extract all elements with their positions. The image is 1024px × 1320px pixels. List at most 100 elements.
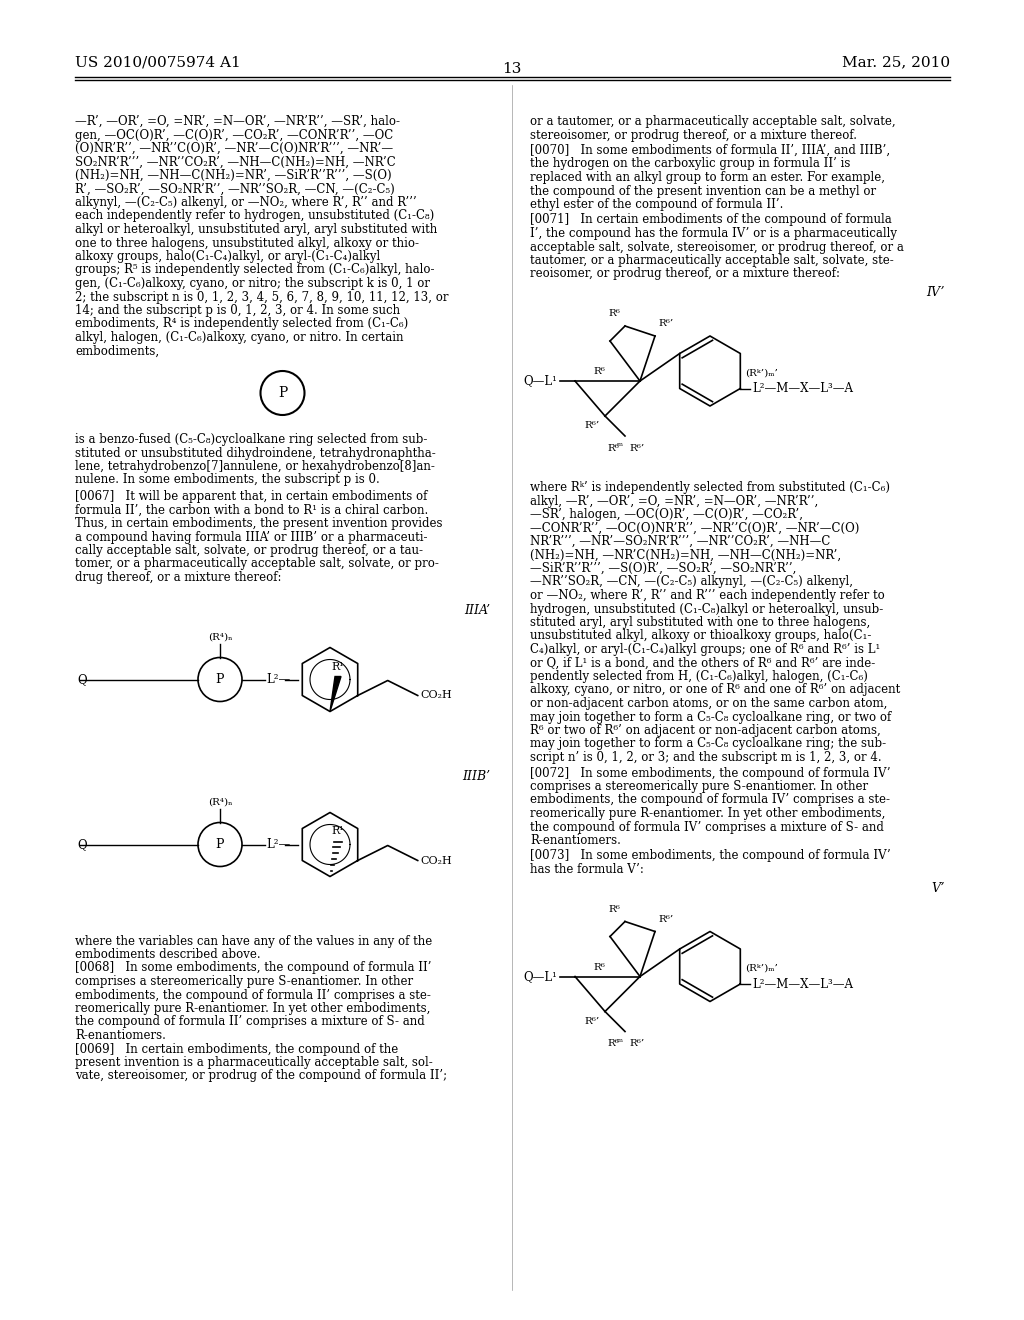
Text: Thus, in certain embodiments, the present invention provides: Thus, in certain embodiments, the presen… xyxy=(75,517,442,531)
Text: L²—M—X—L³—A: L²—M—X—L³—A xyxy=(753,381,853,395)
Text: replaced with an alkyl group to form an ester. For example,: replaced with an alkyl group to form an … xyxy=(530,172,885,183)
Text: US 2010/0075974 A1: US 2010/0075974 A1 xyxy=(75,55,241,69)
Text: each independently refer to hydrogen, unsubstituted (C₁-C₈): each independently refer to hydrogen, un… xyxy=(75,210,434,223)
Text: 14; and the subscript p is 0, 1, 2, 3, or 4. In some such: 14; and the subscript p is 0, 1, 2, 3, o… xyxy=(75,304,400,317)
Polygon shape xyxy=(330,676,341,711)
Text: alkoxy, cyano, or nitro, or one of R⁶ and one of R⁶’ on adjacent: alkoxy, cyano, or nitro, or one of R⁶ an… xyxy=(530,684,900,697)
Text: R⁶ or two of R⁶’ on adjacent or non-adjacent carbon atoms,: R⁶ or two of R⁶’ on adjacent or non-adja… xyxy=(530,723,881,737)
Text: —SiR’R’’R’’’, —S(O)R’, —SO₂R’, —SO₂NR’R’’,: —SiR’R’’R’’’, —S(O)R’, —SO₂R’, —SO₂NR’R’… xyxy=(530,562,797,576)
Text: —NR’’SO₂R, —CN, —(C₂-C₅) alkynyl, —(C₂-C₅) alkenyl,: —NR’’SO₂R, —CN, —(C₂-C₅) alkynyl, —(C₂-C… xyxy=(530,576,853,589)
Text: hydrogen, unsubstituted (C₁-C₈)alkyl or heteroalkyl, unsub-: hydrogen, unsubstituted (C₁-C₈)alkyl or … xyxy=(530,602,884,615)
Text: R⁶’: R⁶’ xyxy=(658,915,673,924)
Text: may join together to form a C₅-C₈ cycloalkane ring; the sub-: may join together to form a C₅-C₈ cycloa… xyxy=(530,738,886,751)
Text: the hydrogen on the carboxylic group in formula II’ is: the hydrogen on the carboxylic group in … xyxy=(530,157,850,170)
Text: embodiments described above.: embodiments described above. xyxy=(75,948,261,961)
Text: Q—L¹: Q—L¹ xyxy=(523,375,557,388)
Text: R⁶’: R⁶’ xyxy=(585,421,600,430)
Text: tautomer, or a pharmaceutically acceptable salt, solvate, ste-: tautomer, or a pharmaceutically acceptab… xyxy=(530,253,894,267)
Text: Q—: Q— xyxy=(77,838,98,851)
Text: the compound of formula IV’ comprises a mixture of S- and: the compound of formula IV’ comprises a … xyxy=(530,821,884,833)
Text: IV’: IV’ xyxy=(927,286,945,300)
Text: NR’R’’’, —NR’—SO₂NR’R’’’, —NR’’CO₂R’, —NH—C: NR’R’’’, —NR’—SO₂NR’R’’’, —NR’’CO₂R’, —N… xyxy=(530,535,830,548)
Text: R⁶’: R⁶’ xyxy=(630,1040,645,1048)
Text: [0070]   In some embodiments of formula II’, IIIA’, and IIIB’,: [0070] In some embodiments of formula II… xyxy=(530,144,890,157)
Text: P: P xyxy=(216,673,224,686)
Text: script n’ is 0, 1, 2, or 3; and the subscript m is 1, 2, 3, or 4.: script n’ is 0, 1, 2, or 3; and the subs… xyxy=(530,751,882,764)
Text: [0072]   In some embodiments, the compound of formula IV’: [0072] In some embodiments, the compound… xyxy=(530,767,891,780)
Text: alkyl, halogen, (C₁-C₆)alkoxy, cyano, or nitro. In certain: alkyl, halogen, (C₁-C₆)alkoxy, cyano, or… xyxy=(75,331,403,345)
Text: (O)NR’R’’, —NR’’C(O)R’, —NR’—C(O)NR’R’’’, —NR’—: (O)NR’R’’, —NR’’C(O)R’, —NR’—C(O)NR’R’’’… xyxy=(75,143,393,154)
Text: where the variables can have any of the values in any of the: where the variables can have any of the … xyxy=(75,935,432,948)
Text: (R⁴)ₙ: (R⁴)ₙ xyxy=(208,797,232,807)
Text: or Q, if L¹ is a bond, and the others of R⁶ and R⁶’ are inde-: or Q, if L¹ is a bond, and the others of… xyxy=(530,656,876,669)
Text: R⁶’: R⁶’ xyxy=(585,1016,600,1026)
Text: CO₂H: CO₂H xyxy=(421,855,453,866)
Text: [0068]   In some embodiments, the compound of formula II’: [0068] In some embodiments, the compound… xyxy=(75,961,431,974)
Text: stituted aryl, aryl substituted with one to three halogens,: stituted aryl, aryl substituted with one… xyxy=(530,616,870,630)
Text: or —NO₂, where R’, R’’ and R’’’ each independently refer to: or —NO₂, where R’, R’’ and R’’’ each ind… xyxy=(530,589,885,602)
Text: ethyl ester of the compound of formula II’.: ethyl ester of the compound of formula I… xyxy=(530,198,783,211)
Text: unsubstituted alkyl, alkoxy or thioalkoxy groups, halo(C₁-: unsubstituted alkyl, alkoxy or thioalkox… xyxy=(530,630,871,643)
Text: alkyl or heteroalkyl, unsubstituted aryl, aryl substituted with: alkyl or heteroalkyl, unsubstituted aryl… xyxy=(75,223,437,236)
Text: 13: 13 xyxy=(503,62,521,77)
Text: R⁶: R⁶ xyxy=(608,904,620,913)
Text: R-enantiomers.: R-enantiomers. xyxy=(75,1030,166,1041)
Text: embodiments, the compound of formula II’ comprises a ste-: embodiments, the compound of formula II’… xyxy=(75,989,431,1002)
Text: R⁶: R⁶ xyxy=(607,444,618,453)
Text: alkyl, —R’, —OR’, =O, =NR’, =N—OR’, —NR’R’’,: alkyl, —R’, —OR’, =O, =NR’, =N—OR’, —NR’… xyxy=(530,495,818,507)
Text: CO₂H: CO₂H xyxy=(421,690,453,701)
Text: the compound of the present invention can be a methyl or: the compound of the present invention ca… xyxy=(530,185,877,198)
Text: present invention is a pharmaceutically acceptable salt, sol-: present invention is a pharmaceutically … xyxy=(75,1056,433,1069)
Text: P: P xyxy=(216,838,224,851)
Text: [0067]   It will be apparent that, in certain embodiments of: [0067] It will be apparent that, in cert… xyxy=(75,490,427,503)
Text: stituted or unsubstituted dihydroindene, tetrahydronaphtha-: stituted or unsubstituted dihydroindene,… xyxy=(75,446,436,459)
Text: C₄)alkyl, or aryl-(C₁-C₄)alkyl groups; one of R⁶ and R⁶’ is L¹: C₄)alkyl, or aryl-(C₁-C₄)alkyl groups; o… xyxy=(530,643,881,656)
Text: R⁶’: R⁶’ xyxy=(630,444,645,453)
Text: groups; R⁵ is independently selected from (C₁-C₆)alkyl, halo-: groups; R⁵ is independently selected fro… xyxy=(75,264,434,276)
Text: or non-adjacent carbon atoms, or on the same carbon atom,: or non-adjacent carbon atoms, or on the … xyxy=(530,697,888,710)
Text: pendently selected from H, (C₁-C₆)alkyl, halogen, (C₁-C₆): pendently selected from H, (C₁-C₆)alkyl,… xyxy=(530,671,868,682)
Text: embodiments, the compound of formula IV’ comprises a ste-: embodiments, the compound of formula IV’… xyxy=(530,793,890,807)
Text: —R’, —OR’, =O, =NR’, =N—OR’, —NR’R’’, —SR’, halo-: —R’, —OR’, =O, =NR’, =N—OR’, —NR’R’’, —S… xyxy=(75,115,400,128)
Text: gen, —OC(O)R’, —C(O)R’, —CO₂R’, —CONR’R’’, —OC: gen, —OC(O)R’, —C(O)R’, —CO₂R’, —CONR’R’… xyxy=(75,128,393,141)
Text: acceptable salt, solvate, stereoisomer, or prodrug thereof, or a: acceptable salt, solvate, stereoisomer, … xyxy=(530,240,904,253)
Text: reomerically pure R-enantiomer. In yet other embodiments,: reomerically pure R-enantiomer. In yet o… xyxy=(75,1002,430,1015)
Text: V’: V’ xyxy=(932,882,945,895)
Text: P: P xyxy=(278,385,287,400)
Text: (NH₂)=NH, —NR’C(NH₂)=NH, —NH—C(NH₂)=NR’,: (NH₂)=NH, —NR’C(NH₂)=NH, —NH—C(NH₂)=NR’, xyxy=(530,549,841,561)
Text: I’, the compound has the formula IV’ or is a pharmaceutically: I’, the compound has the formula IV’ or … xyxy=(530,227,897,240)
Text: gen, (C₁-C₆)alkoxy, cyano, or nitro; the subscript k is 0, 1 or: gen, (C₁-C₆)alkoxy, cyano, or nitro; the… xyxy=(75,277,430,290)
Text: —SR’, halogen, —OC(O)R’, —C(O)R’, —CO₂R’,: —SR’, halogen, —OC(O)R’, —C(O)R’, —CO₂R’… xyxy=(530,508,803,521)
Text: Mar. 25, 2010: Mar. 25, 2010 xyxy=(842,55,950,69)
Text: the compound of formula II’ comprises a mixture of S- and: the compound of formula II’ comprises a … xyxy=(75,1015,425,1028)
Text: tomer, or a pharmaceutically acceptable salt, solvate, or pro-: tomer, or a pharmaceutically acceptable … xyxy=(75,557,439,570)
Text: reomerically pure R-enantiomer. In yet other embodiments,: reomerically pure R-enantiomer. In yet o… xyxy=(530,807,886,820)
Text: where Rᵏ’ is independently selected from substituted (C₁-C₆): where Rᵏ’ is independently selected from… xyxy=(530,480,890,494)
Text: (NH₂)=NH, —NH—C(NH₂)=NR’, —SiR’R’’R’’’, —S(O): (NH₂)=NH, —NH—C(NH₂)=NR’, —SiR’R’’R’’’, … xyxy=(75,169,391,182)
Text: lene, tetrahydrobenzo[7]annulene, or hexahydrobenzo[8]an-: lene, tetrahydrobenzo[7]annulene, or hex… xyxy=(75,459,435,473)
Text: [0071]   In certain embodiments of the compound of formula: [0071] In certain embodiments of the com… xyxy=(530,214,892,227)
Text: nulene. In some embodiments, the subscript p is 0.: nulene. In some embodiments, the subscri… xyxy=(75,474,380,487)
Text: is a benzo-fused (C₅-C₈)cycloalkane ring selected from sub-: is a benzo-fused (C₅-C₈)cycloalkane ring… xyxy=(75,433,427,446)
Text: has the formula V’:: has the formula V’: xyxy=(530,863,644,876)
Text: comprises a stereomerically pure S-enantiomer. In other: comprises a stereomerically pure S-enant… xyxy=(75,975,413,987)
Text: —CONR’R’’, —OC(O)NR’R’’, —NR’’C(O)R’, —NR’—C(O): —CONR’R’’, —OC(O)NR’R’’, —NR’’C(O)R’, —N… xyxy=(530,521,859,535)
Text: may join together to form a C₅-C₈ cycloalkane ring, or two of: may join together to form a C₅-C₈ cycloa… xyxy=(530,710,891,723)
Text: SO₂NR’R’’’, —NR’’CO₂R’, —NH—C(NH₂)=NH, —NR’C: SO₂NR’R’’’, —NR’’CO₂R’, —NH—C(NH₂)=NH, —… xyxy=(75,156,395,169)
Text: R¹: R¹ xyxy=(332,661,344,672)
Text: formula II’, the carbon with a bond to R¹ is a chiral carbon.: formula II’, the carbon with a bond to R… xyxy=(75,503,428,516)
Text: R⁶’: R⁶’ xyxy=(658,319,673,327)
Text: R¹: R¹ xyxy=(332,826,344,837)
Text: (R⁴)ₙ: (R⁴)ₙ xyxy=(208,632,232,642)
Text: (Rᵏ’)ₘ’: (Rᵏ’)ₘ’ xyxy=(745,964,778,973)
Text: R⁶: R⁶ xyxy=(607,1040,618,1048)
Text: embodiments,: embodiments, xyxy=(75,345,159,358)
Text: L²—M—X—L³—A: L²—M—X—L³—A xyxy=(753,978,853,990)
Text: a compound having formula IIIA’ or IIIB’ or a pharmaceuti-: a compound having formula IIIA’ or IIIB’… xyxy=(75,531,427,544)
Text: vate, stereoisomer, or prodrug of the compound of formula II’;: vate, stereoisomer, or prodrug of the co… xyxy=(75,1069,447,1082)
Text: [0073]   In some embodiments, the compound of formula IV’: [0073] In some embodiments, the compound… xyxy=(530,850,891,862)
Text: R⁶: R⁶ xyxy=(593,367,605,376)
Text: R-enantiomers.: R-enantiomers. xyxy=(530,834,621,847)
Text: ₘ: ₘ xyxy=(616,1035,623,1044)
Text: embodiments, R⁴ is independently selected from (C₁-C₆): embodiments, R⁴ is independently selecte… xyxy=(75,318,409,330)
